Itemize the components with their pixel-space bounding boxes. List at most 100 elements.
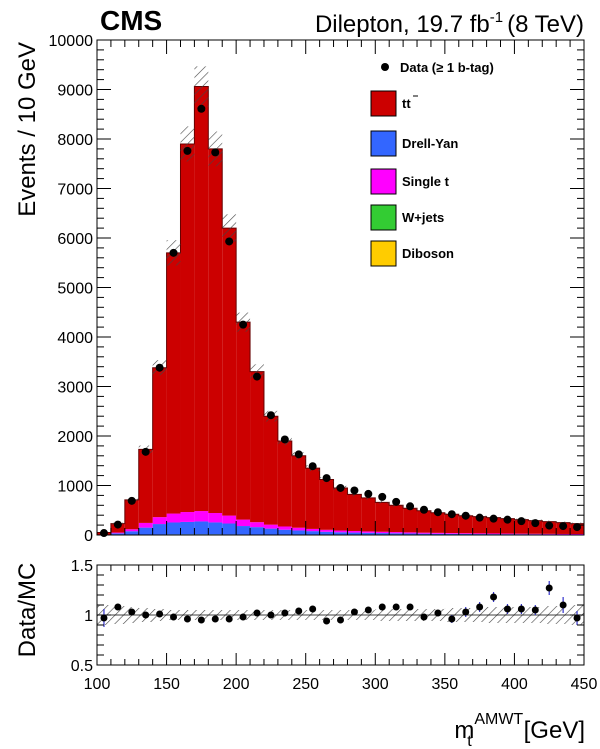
bar-singlet-12 <box>263 524 278 529</box>
bar-drellyan-27 <box>472 534 487 535</box>
data-point-12 <box>266 411 275 420</box>
data-point-32 <box>545 521 554 530</box>
bar-tt-3 <box>138 449 153 523</box>
data-point-26 <box>461 511 470 520</box>
bar-singlet-15 <box>305 528 320 532</box>
legend-wjets-swatch <box>370 204 397 231</box>
ratio-point-10 <box>239 613 247 621</box>
bar-singlet-34 <box>570 534 584 535</box>
bar-tt-25 <box>444 514 459 534</box>
bar-tt-15 <box>305 468 320 529</box>
main-y-tick-label-9: 9000 <box>57 83 93 100</box>
ratio-point-8 <box>211 615 219 623</box>
bar-drellyan-2 <box>124 531 139 535</box>
bar-singlet-21 <box>389 532 404 534</box>
legend-wjets-label: W+jets <box>402 210 444 225</box>
ratio-point-4 <box>156 610 164 618</box>
bar-tt-13 <box>277 440 292 527</box>
bar-singlet-16 <box>319 529 334 532</box>
ratio-point-20 <box>378 603 386 611</box>
data-point-23 <box>419 505 428 514</box>
bar-singlet-19 <box>361 531 376 533</box>
ratio-point-16 <box>323 617 331 625</box>
data-point-0 <box>99 529 108 538</box>
main-y-tick-label-3: 3000 <box>57 380 93 397</box>
bar-singlet-3 <box>138 522 153 528</box>
bar-drellyan-5 <box>166 522 181 535</box>
legend: Data (≥ 1 b-tag) tt Drell-Yan Single t W… <box>370 60 494 267</box>
main-y-tick-label-8: 8000 <box>57 132 93 149</box>
x-axis-label-unit: [GeV] <box>524 717 585 744</box>
bar-singlet-29 <box>500 533 515 535</box>
bar-tt-22 <box>403 508 418 533</box>
bar-drellyan-18 <box>347 532 362 535</box>
ratio-point-33 <box>559 601 567 609</box>
ratio-point-34 <box>573 614 581 622</box>
data-point-16 <box>322 474 331 483</box>
ratio-point-13 <box>281 609 289 617</box>
bar-singlet-25 <box>444 533 459 534</box>
bar-drellyan-22 <box>403 533 418 535</box>
bar-tt-5 <box>166 252 181 514</box>
ratio-point-29 <box>503 605 511 613</box>
energy-text: (8 TeV) <box>507 11 584 38</box>
bar-tt-20 <box>375 502 390 532</box>
legend-diboson-swatch <box>370 240 397 267</box>
bar-drellyan-24 <box>430 533 445 535</box>
bar-tt-26 <box>458 515 473 534</box>
data-point-3 <box>141 447 150 456</box>
legend-data-marker <box>381 63 389 71</box>
data-point-34 <box>573 523 582 532</box>
legend-drellyan-label: Drell-Yan <box>402 136 458 151</box>
main-plot: 0 1000 2000 3000 4000 5000 6000 7000 8000 9000 100… <box>49 33 585 545</box>
bar-singlet-8 <box>208 513 223 523</box>
bar-tt-7 <box>194 86 209 512</box>
bar-tt-8 <box>208 148 223 514</box>
bar-drellyan-23 <box>417 533 431 535</box>
legend-singlet-label: Single t <box>402 174 450 189</box>
ratio-point-5 <box>170 613 178 621</box>
ratio-point-9 <box>225 615 233 623</box>
bar-drellyan-11 <box>250 527 264 535</box>
main-y-tick-label-7: 7000 <box>57 182 93 199</box>
bar-singlet-24 <box>430 532 445 534</box>
ratio-y-tick-label-2: 1.5 <box>71 558 93 575</box>
bar-drellyan-10 <box>236 526 251 535</box>
ratio-y-tick-label-1: 1 <box>84 608 93 625</box>
legend-drellyan-swatch <box>370 130 397 157</box>
x-tick-label-4: 300 <box>362 676 389 693</box>
ratio-point-24 <box>434 609 442 617</box>
ratio-point-17 <box>337 616 344 624</box>
ratio-point-12 <box>267 611 275 619</box>
bar-singlet-18 <box>347 530 362 533</box>
bar-singlet-5 <box>166 513 181 523</box>
mc-uncertainty-9 <box>222 214 237 242</box>
x-axis-label-main: m <box>454 717 474 744</box>
main-y-tick-label-1: 1000 <box>57 479 93 496</box>
data-point-4 <box>155 363 164 372</box>
main-y-tick-label-10: 10000 <box>49 33 94 50</box>
legend-singlet-swatch <box>370 168 397 195</box>
bar-singlet-6 <box>180 512 195 522</box>
bar-singlet-31 <box>528 533 543 535</box>
legend-ttbar-label: tt <box>402 96 411 111</box>
data-point-14 <box>294 450 303 459</box>
x-tick-label-7: 450 <box>571 676 598 693</box>
bar-drellyan-13 <box>277 529 292 535</box>
data-point-21 <box>392 497 401 506</box>
bar-singlet-28 <box>486 533 501 535</box>
ratio-point-19 <box>364 606 372 614</box>
ratio-plot: 0.5 1 1.5 100 150 200 250 300 350 400 450 <box>71 558 598 693</box>
bar-drellyan-6 <box>180 521 195 535</box>
ratio-point-31 <box>531 606 539 614</box>
data-point-5 <box>169 248 178 257</box>
data-point-33 <box>559 522 568 531</box>
data-point-10 <box>239 320 248 329</box>
bar-singlet-20 <box>375 531 390 534</box>
ratio-point-3 <box>142 611 150 619</box>
data-point-11 <box>253 372 262 381</box>
bar-singlet-4 <box>152 517 167 525</box>
ratio-y-axis-label: Data/MC <box>14 563 41 658</box>
lumi-label: Dilepton, 19.7 fb-1 (8 TeV) <box>315 9 584 38</box>
